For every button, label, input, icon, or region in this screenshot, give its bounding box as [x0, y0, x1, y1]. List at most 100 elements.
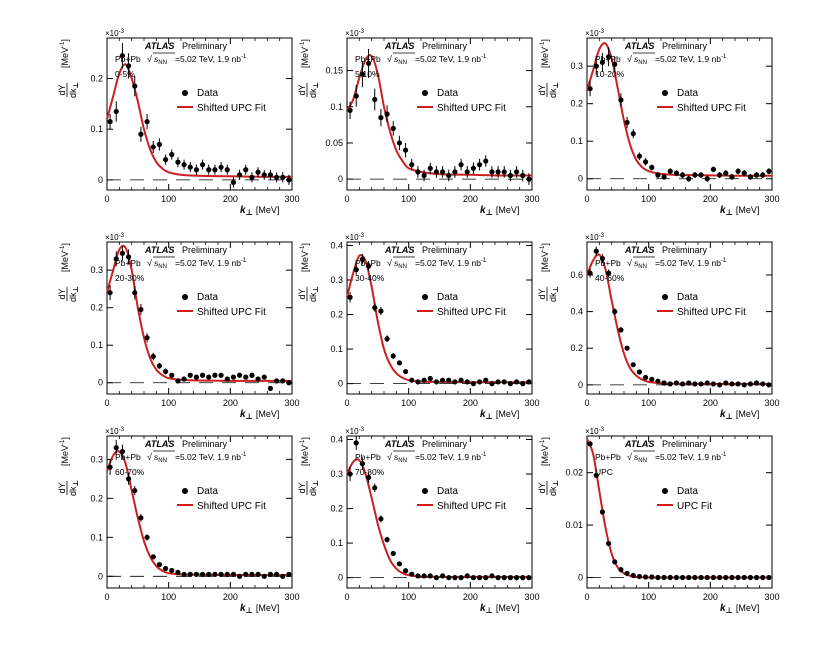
- data-point: [224, 571, 230, 577]
- y-label-den-sub: ⊥: [553, 82, 560, 88]
- energy-label: =5.02 TeV, 1.9 nb-1: [655, 258, 727, 268]
- data-point: [230, 179, 237, 185]
- data-point: [187, 571, 193, 577]
- y-label-unit: [MeV-1]: [60, 39, 70, 68]
- sqrt-symbol: √: [387, 54, 392, 64]
- system-label: Pb+Pb: [115, 54, 141, 64]
- data-point: [280, 378, 286, 384]
- y-label-den-sub: ⊥: [73, 286, 80, 292]
- data-point: [421, 172, 427, 179]
- y-axis-label: dY dk⊥ [MeV-1]: [537, 243, 560, 302]
- data-point: [384, 111, 390, 117]
- data-point: [132, 487, 138, 494]
- chart-panel-70-80pct: 0 100 200 300 0 0.1 0.2 0.3 0.4 ×10-3 dY dk⊥ [MeV-1]…: [252, 424, 540, 619]
- y-multiplier: ×10-3: [105, 29, 125, 38]
- legend-data-label: Data: [677, 292, 699, 303]
- y-axis-label: dY dk⊥ [MeV-1]: [57, 437, 80, 496]
- data-point: [286, 571, 292, 577]
- x-tick-label: 300: [284, 398, 299, 408]
- data-point: [599, 255, 606, 262]
- data-point: [692, 574, 698, 581]
- y-tick-label: 0.02: [565, 468, 583, 478]
- data-point: [236, 372, 243, 378]
- x-tick-label: 0: [344, 398, 349, 408]
- y-label-unit-exp: -1: [300, 439, 306, 445]
- sqrt-symbol: √: [387, 258, 392, 268]
- y-multiplier-exp: -3: [119, 29, 125, 35]
- x-axis-label: k⊥ [MeV]: [240, 409, 279, 421]
- x-axis-label-sub: ⊥: [486, 412, 493, 421]
- data-point: [107, 464, 113, 470]
- energy-label: =5.02 TeV, 1.9 nb-1: [655, 452, 727, 462]
- data-point: [372, 96, 378, 103]
- y-axis-label: dY dk⊥ [MeV-1]: [297, 243, 320, 302]
- data-point: [470, 165, 477, 171]
- y-label-den: dk⊥: [68, 480, 80, 496]
- y-axis-label: dY dk⊥ [MeV-1]: [57, 243, 80, 302]
- data-point: [723, 380, 729, 386]
- system-label: Pb+Pb: [355, 258, 381, 268]
- data-point: [753, 574, 760, 581]
- sqrt-symbol: √: [147, 258, 152, 268]
- x-tick-label: 300: [764, 592, 779, 602]
- data-point: [125, 254, 132, 260]
- x-tick-label: 200: [703, 398, 718, 408]
- data-point: [125, 476, 132, 482]
- y-label-den: dk⊥: [548, 82, 560, 98]
- atlas-label: ATLAS: [384, 439, 414, 449]
- data-point: [187, 372, 193, 378]
- x-tick-label: 100: [641, 194, 656, 204]
- y-label-den: dk⊥: [308, 480, 320, 496]
- data-point: [452, 169, 458, 175]
- data-point: [365, 263, 372, 269]
- chart-svg: 0 100 200 300 0 0.1 0.2 0.3 0.4×10-3 dY dk⊥ [MeV-1]…: [297, 233, 540, 421]
- centrality-label: 0-5%: [115, 69, 135, 79]
- data-point: [181, 571, 187, 577]
- data-point: [766, 382, 772, 388]
- data-point: [218, 571, 224, 577]
- data-point: [206, 374, 212, 380]
- sqrt-s-sub: NN: [638, 264, 647, 270]
- data-point: [138, 515, 144, 521]
- data-point: [421, 573, 427, 579]
- data-point: [735, 574, 741, 581]
- y-label-den: dk⊥: [68, 82, 80, 98]
- x-tick-label: 200: [703, 592, 718, 602]
- data-point: [378, 115, 384, 121]
- data-point: [286, 177, 292, 183]
- chart-svg: 0 100 200 300 0 0.2 0.4 0.6 ×10-3 dY dk⊥ [MeV-1] k⊥[…: [537, 233, 780, 421]
- chart-svg: 0 100 200 300 0 0.1 0.2 0.3 ×10-3 dY dk⊥ [MeV-1] k⊥[…: [57, 233, 300, 421]
- data-point: [125, 63, 132, 69]
- data-point: [513, 379, 520, 385]
- system-label: Pb+Pb: [115, 258, 141, 268]
- data-point: [483, 158, 489, 164]
- data-point: [236, 573, 243, 579]
- data-point: [636, 369, 643, 375]
- x-axis-label-sub: ⊥: [246, 208, 253, 217]
- y-label-unit-close: ]: [540, 39, 550, 42]
- data-point: [649, 574, 655, 580]
- data-point: [169, 151, 175, 158]
- plot-frame: [346, 241, 533, 395]
- data-point: [723, 574, 729, 581]
- atlas-label: ATLAS: [384, 245, 414, 255]
- data-point: [489, 169, 495, 175]
- y-tick-label: 0.1: [90, 532, 103, 542]
- x-tick-label: 300: [764, 398, 779, 408]
- x-axis-label: k⊥ [MeV]: [480, 205, 519, 217]
- data-point: [642, 574, 649, 580]
- system-label: Pb+Pb: [355, 452, 381, 462]
- data-point: [655, 574, 661, 581]
- y-label-unit-exp: -1: [300, 245, 306, 251]
- y-tick-label: 0.1: [90, 124, 103, 134]
- data-point: [458, 575, 464, 581]
- legend-data-label: Data: [437, 486, 459, 497]
- plot-frame: [346, 435, 533, 589]
- data-point: [458, 162, 464, 168]
- legend-fit-label: Shifted UPC Fit: [437, 501, 506, 512]
- data-point: [199, 372, 206, 378]
- data-point: [193, 571, 200, 577]
- lumi-exp: -1: [241, 54, 247, 60]
- data-point: [169, 372, 175, 378]
- legend-fit-label: UPC Fit: [677, 501, 712, 512]
